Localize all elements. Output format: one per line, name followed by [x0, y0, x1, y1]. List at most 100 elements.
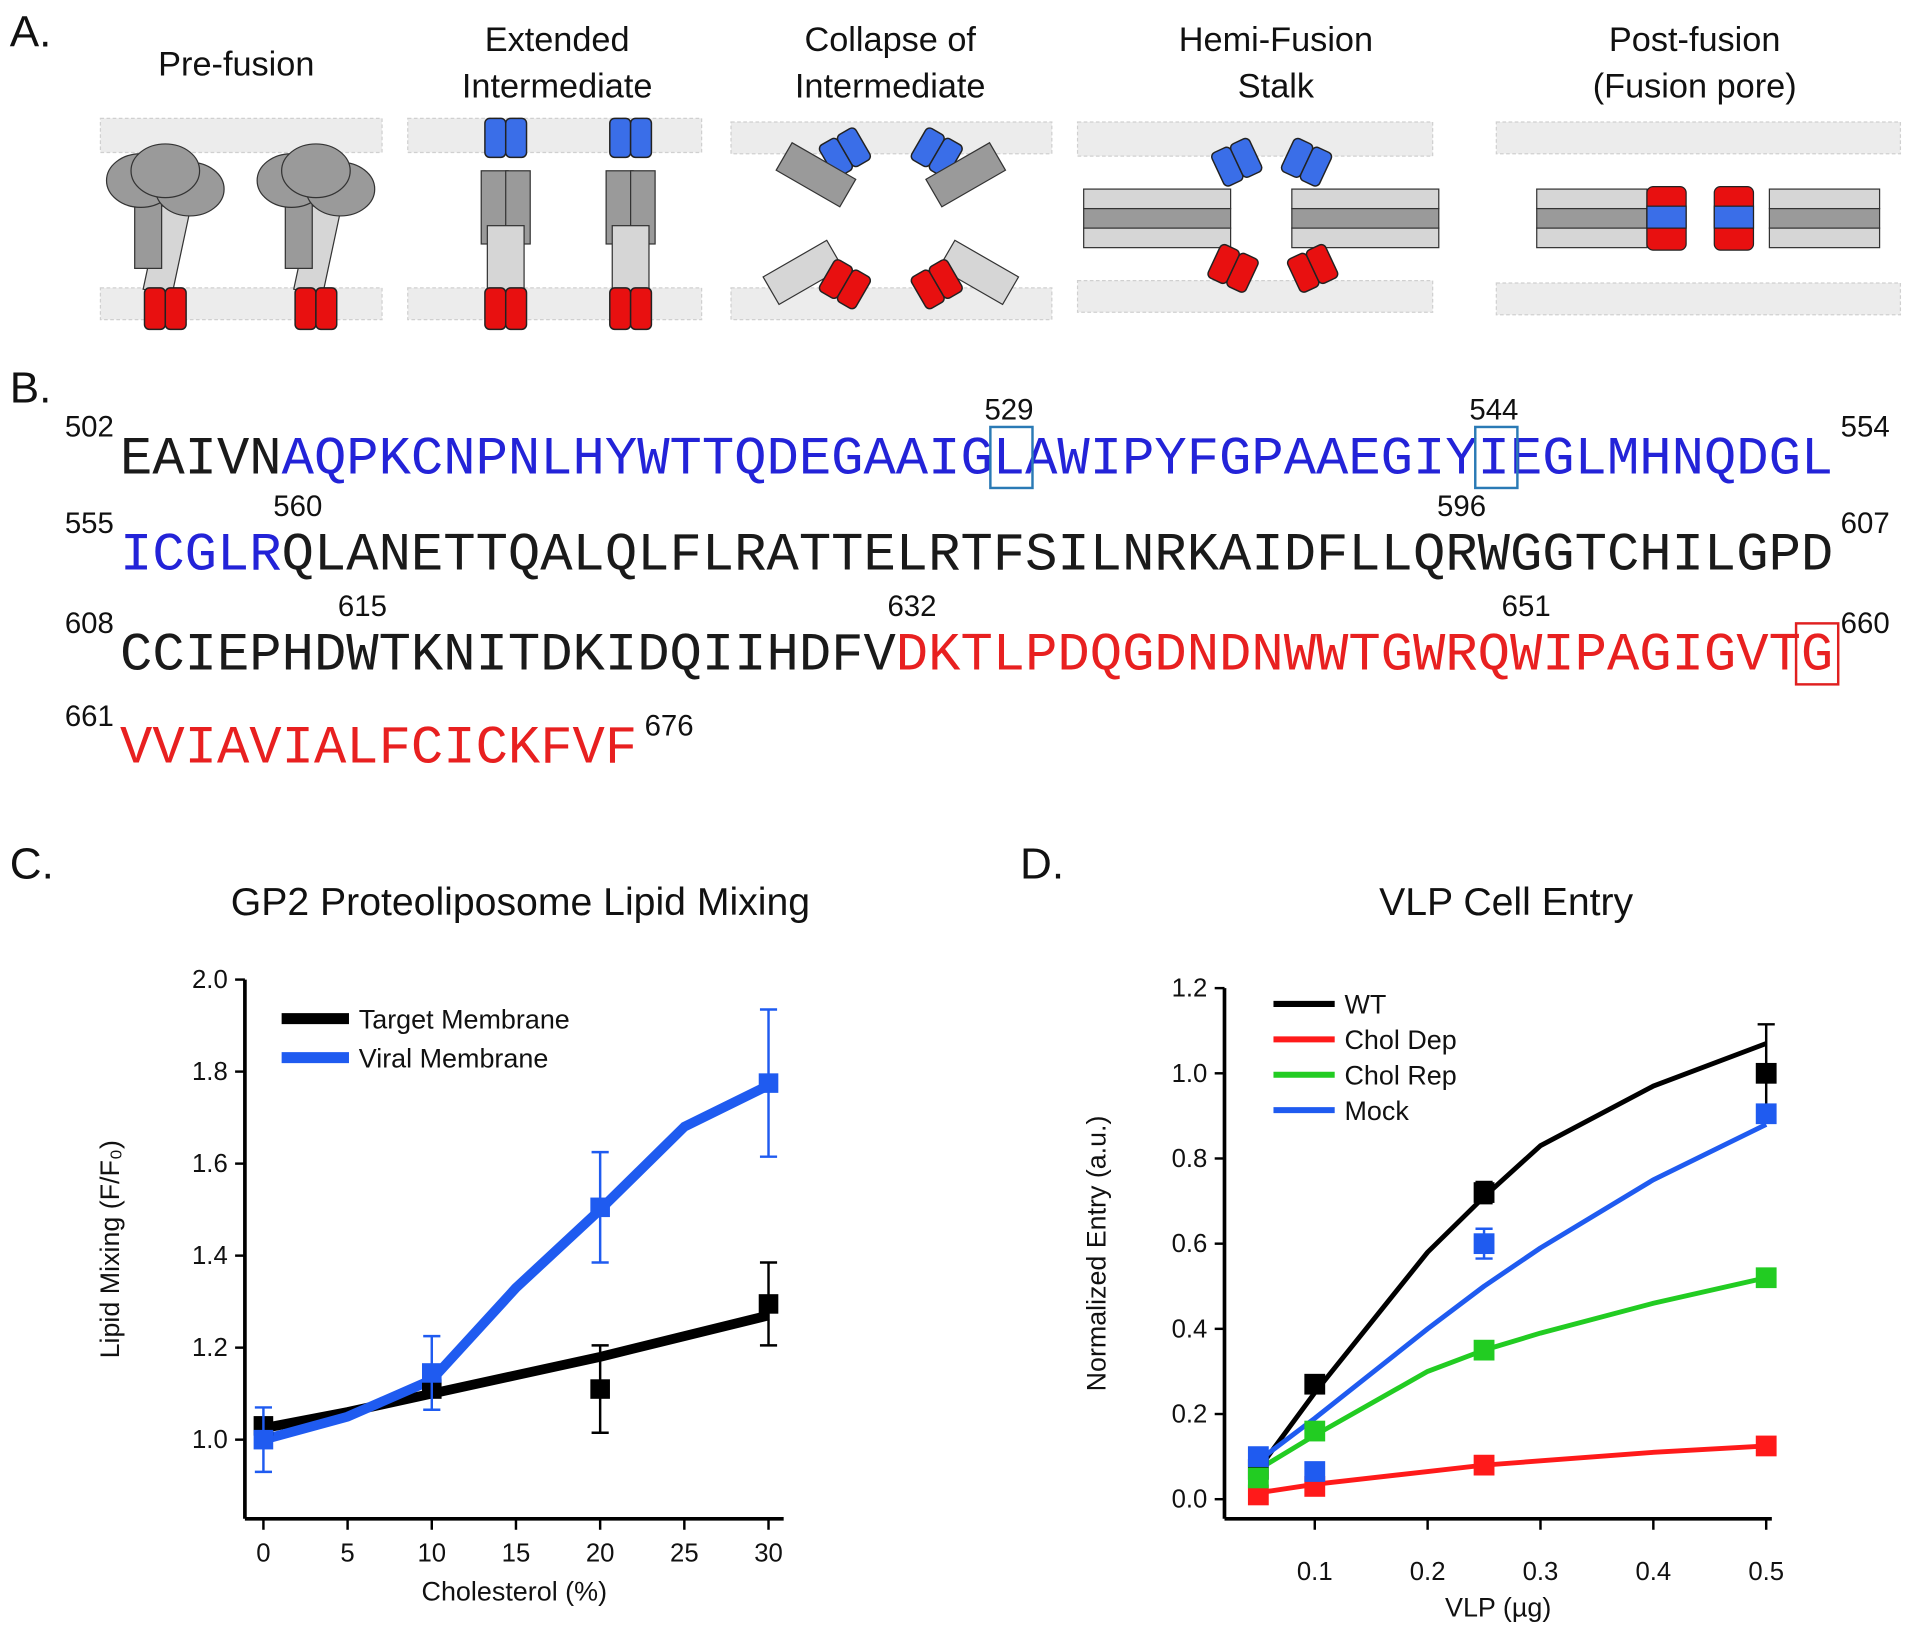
- residue-number: 502: [65, 411, 114, 444]
- cylinder: [629, 117, 653, 159]
- y-tick-label: 1.0: [1172, 1060, 1208, 1088]
- cylinder: [836, 127, 872, 168]
- stage-title: Hemi-Fusion: [1179, 21, 1373, 59]
- cylinder: [315, 287, 338, 331]
- data-point: [1304, 1373, 1326, 1395]
- stage-title: Stalk: [1238, 68, 1315, 106]
- protein-domain: [484, 117, 528, 159]
- protein-domain: [1286, 243, 1339, 293]
- residue-number: 660: [1841, 607, 1890, 640]
- residue-number: 544: [1469, 394, 1518, 427]
- membrane: [730, 121, 1053, 155]
- residue-box: [989, 425, 1034, 490]
- protein-domain: [1280, 137, 1333, 187]
- data-point: [1247, 1446, 1269, 1467]
- cylinder: [1229, 137, 1263, 178]
- data-point: [1247, 1467, 1269, 1489]
- x-tick-label: 0.4: [1635, 1558, 1671, 1586]
- cylinder: [928, 259, 963, 300]
- sequence-segment: DKTLPDQGDNDNWWTGWRQWIPAGIGVTG: [896, 626, 1833, 687]
- legend-label: Chol Dep: [1344, 1025, 1456, 1055]
- membrane: [407, 287, 703, 321]
- sequence-line: VVIAVIALFCICKFVF: [120, 719, 637, 780]
- stage-title: (Fusion pore): [1593, 68, 1797, 106]
- data-point: [590, 1379, 610, 1399]
- data-point: [1473, 1182, 1495, 1203]
- y-tick-label: 0.2: [1172, 1401, 1208, 1429]
- fit-line: [1257, 1275, 1767, 1472]
- protein-domain: [1210, 137, 1263, 187]
- protein-domain: [910, 127, 963, 178]
- cylinder: [1713, 205, 1755, 229]
- head: [130, 143, 201, 199]
- rod: [1291, 227, 1440, 249]
- membrane: [99, 117, 383, 154]
- residue-number: 676: [645, 710, 694, 743]
- x-tick-label: 5: [340, 1540, 354, 1568]
- y-tick-label: 2.0: [192, 966, 228, 994]
- sequence-line: CCIEPHDWTKNITDKIDQIIHDFVDKTLPDQGDNDNWWTG…: [120, 626, 1833, 687]
- protein-domain: [609, 117, 653, 159]
- data-point: [1755, 1103, 1777, 1125]
- membrane: [99, 287, 383, 321]
- data-point: [421, 1363, 442, 1383]
- y-tick-label: 1.0: [192, 1426, 228, 1454]
- residue-number: 554: [1841, 411, 1890, 444]
- sequence-segment: AQPKCNPNLHYWTTQDEGAAIGLAWIPYFGPAAEGIYIEG…: [282, 429, 1834, 490]
- residue-number: 607: [1841, 507, 1890, 540]
- data-point: [758, 1073, 779, 1093]
- cylinder: [1299, 146, 1333, 187]
- residue-box: [1794, 622, 1840, 686]
- cylinder: [164, 287, 187, 331]
- residue-number: 529: [984, 394, 1033, 427]
- rod: [611, 225, 650, 294]
- cylinder: [1646, 205, 1687, 229]
- stage-title: Pre-fusion: [158, 46, 314, 84]
- membrane: [1076, 121, 1434, 157]
- cylinder: [504, 287, 528, 331]
- cylinder: [143, 287, 167, 331]
- data-point: [590, 1197, 610, 1218]
- sequence-line: ICGLRQLANETTQALQLFLRATTELRTFSILNRKAIDFLL…: [120, 526, 1833, 587]
- residue-number: 608: [65, 607, 114, 640]
- sequence-line: EAIVNAQPKCNPNLHYWTTQDEGAAIGLAWIPYFGPAAEG…: [120, 429, 1833, 490]
- x-tick-label: 0: [256, 1540, 270, 1568]
- x-tick-label: 25: [670, 1540, 699, 1568]
- x-tick-label: 0.1: [1297, 1558, 1333, 1586]
- x-tick-label: 30: [754, 1540, 783, 1568]
- residue-number: 651: [1502, 590, 1551, 623]
- rod: [1291, 188, 1440, 210]
- data-point: [1755, 1062, 1777, 1084]
- residue-number: 632: [887, 590, 936, 623]
- rod: [1083, 188, 1232, 210]
- y-tick-label: 1.4: [192, 1242, 228, 1270]
- cylinder: [484, 117, 507, 159]
- protein-domain: [818, 259, 872, 310]
- rod: [1291, 207, 1440, 229]
- y-tick-label: 0.0: [1172, 1486, 1208, 1514]
- residue-number: 615: [338, 590, 387, 623]
- stage-title: Post-fusion: [1609, 21, 1781, 59]
- x-tick-label: 15: [502, 1540, 531, 1568]
- panel-label: B.: [10, 364, 52, 413]
- x-tick-label: 0.2: [1410, 1558, 1446, 1586]
- protein-domain: [1207, 243, 1259, 293]
- residue-box: [1474, 425, 1519, 490]
- rod: [925, 141, 1007, 208]
- cylinder: [504, 117, 528, 159]
- x-tick-label: 10: [417, 1540, 446, 1568]
- y-tick-label: 0.8: [1172, 1145, 1208, 1173]
- protein-domain: [910, 259, 963, 310]
- data-point: [758, 1294, 779, 1314]
- residue-number: 555: [65, 507, 114, 540]
- y-tick-label: 1.2: [192, 1334, 228, 1362]
- membrane: [1495, 282, 1902, 316]
- data-point: [1473, 1454, 1495, 1476]
- panel-label: D.: [1020, 839, 1064, 888]
- sequence-segment: ICGLR: [120, 526, 282, 587]
- x-tick-label: 0.5: [1748, 1558, 1784, 1586]
- rod: [486, 225, 525, 294]
- chart-title: GP2 Proteoliposome Lipid Mixing: [231, 881, 810, 924]
